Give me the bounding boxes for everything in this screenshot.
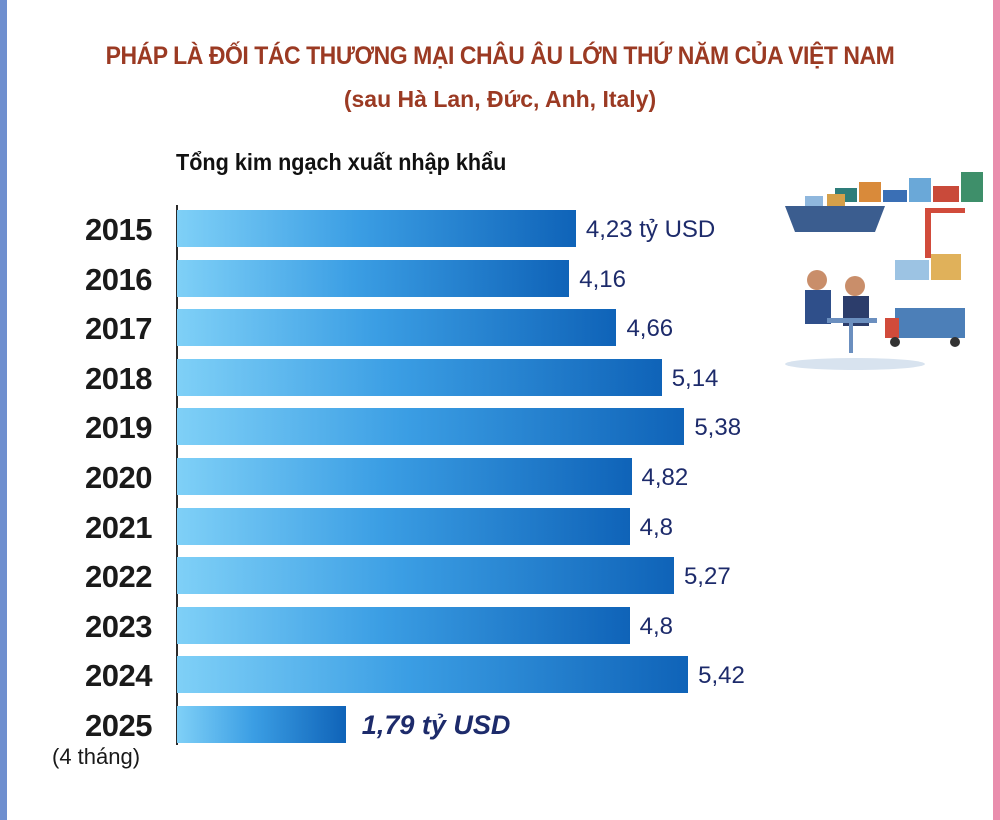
bar-row: 2015 4,23 tỷ USD [0, 210, 1000, 248]
year-label: 2018 [85, 360, 152, 396]
bar [177, 507, 630, 545]
value-label: 5,27 [683, 563, 731, 591]
year-label: 2019 [85, 410, 152, 446]
page-title: PHÁP LÀ ĐỐI TÁC THƯƠNG MẠI CHÂU ÂU LỚN T… [105, 42, 895, 70]
year-label: 2022 [85, 559, 152, 595]
bar-row: 2022 5,27 [0, 557, 1000, 595]
bar-row: 2016 4,16 [0, 259, 1000, 298]
bar [177, 309, 617, 347]
bar [177, 656, 689, 694]
bar-row: 2021 4,8 [0, 507, 1000, 546]
value-label: 5,38 [694, 414, 742, 442]
bar [177, 358, 662, 396]
value-label: 5,14 [671, 364, 719, 392]
value-label: 4,23 tỷ USD [585, 216, 716, 243]
value-label: 4,82 [641, 464, 689, 491]
bar [177, 606, 630, 644]
value-label: 4,66 [626, 315, 674, 343]
value-label: 5,42 [698, 662, 745, 690]
bar-row: 2025 1,79 tỷ USD [0, 706, 1000, 744]
value-label: 4,8 [639, 612, 673, 640]
bar-row: 2017 4,66 [0, 309, 1000, 347]
right-edge-stripe [993, 0, 1000, 820]
year-label: 2015 [85, 212, 152, 247]
bar [177, 259, 570, 297]
bar [177, 408, 685, 446]
year-label: 2023 [85, 608, 152, 644]
bar [177, 210, 576, 247]
value-label: 1,79 tỷ USD [361, 710, 511, 740]
year-label: 2016 [85, 261, 152, 297]
bar-row: 2024 5,42 [0, 656, 1000, 694]
business-trade-port-icon [785, 172, 983, 370]
bar-row: 2019 5,38 [0, 408, 1000, 446]
bar-row: 2023 4,8 [0, 606, 1000, 645]
bar [177, 458, 632, 495]
year-label: 2021 [85, 509, 152, 545]
bar-row: 2018 5,14 [0, 358, 1000, 397]
bar-row: 2020 4,82 [0, 458, 1000, 496]
year-label: 2020 [85, 460, 152, 495]
left-edge-stripe [0, 0, 7, 820]
value-label: 4,16 [579, 265, 626, 293]
chart-heading: Tổng kim ngạch xuất nhập khẩu [176, 149, 507, 175]
bar [177, 557, 674, 595]
bar [177, 706, 346, 743]
value-label: 4,8 [639, 513, 673, 541]
page-subtitle: (sau Hà Lan, Đức, Anh, Italy) [343, 86, 657, 112]
year-label: 2025 [85, 708, 152, 743]
year-note: (4 tháng) [52, 744, 141, 769]
year-label: 2024 [85, 658, 152, 694]
year-label: 2017 [85, 311, 152, 347]
